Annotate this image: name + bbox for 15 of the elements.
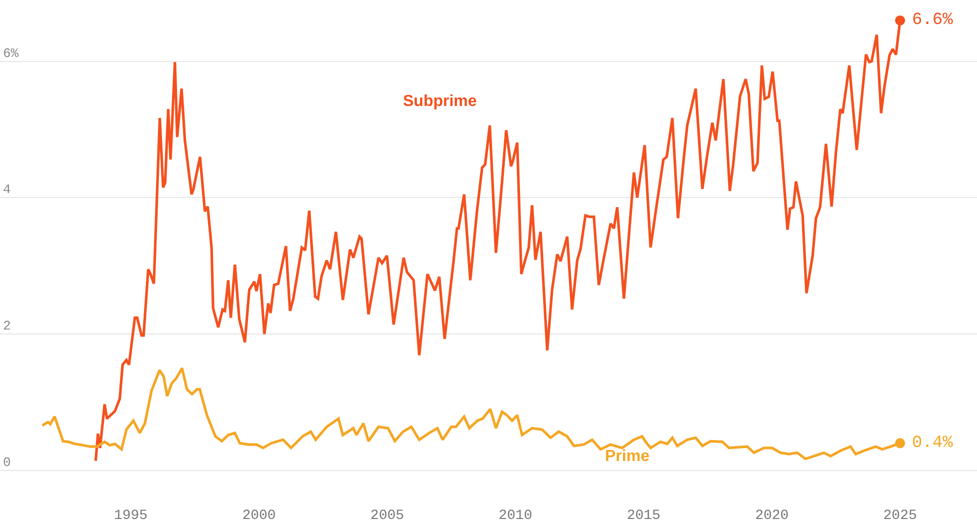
x-tick-label: 2010	[498, 508, 532, 524]
x-tick-label: 2015	[626, 508, 660, 524]
x-tick-label: 2025	[883, 508, 917, 524]
annotation: 6.6%	[912, 11, 954, 30]
x-tick-label: 1995	[114, 508, 148, 524]
x-tick-label: 2005	[370, 508, 404, 524]
series-label: Subprime	[403, 93, 477, 110]
x-tick-label: 2000	[242, 508, 276, 524]
x-tick-label: 2020	[755, 508, 789, 524]
annotation: 0.4%	[912, 434, 954, 453]
series-label: Prime	[605, 448, 650, 465]
y-tick-label: 2	[3, 318, 11, 334]
y-tick-label: 4	[3, 182, 11, 198]
y-tick-label: 6%	[3, 46, 19, 61]
y-tick-label: 0	[3, 454, 11, 470]
